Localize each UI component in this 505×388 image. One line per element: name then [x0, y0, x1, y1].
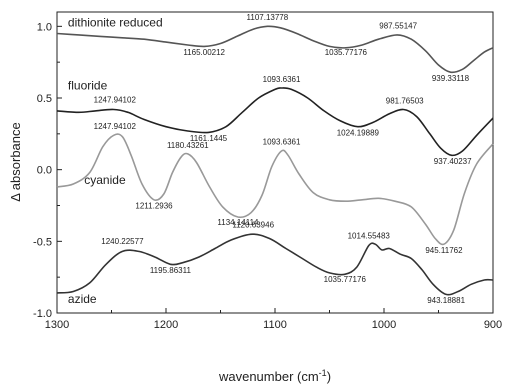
peak-annotation: 937.40237 — [434, 157, 472, 166]
peak-annotation: 1093.6361 — [263, 75, 301, 84]
y-tick-label: 0.0 — [37, 165, 52, 177]
peak-annotation: 1247.94102 — [94, 122, 137, 131]
x-axis-title-main: wavenumber (cm — [218, 369, 319, 384]
peak-annotation: 1211.2936 — [135, 201, 173, 210]
x-tick-label: 1000 — [372, 319, 396, 331]
peak-annotation: 945.11762 — [425, 246, 463, 255]
peak-annotation: 1024.19889 — [337, 128, 380, 137]
x-tick-label: 1300 — [45, 319, 69, 331]
y-axis-title: Δ absorbance — [8, 122, 23, 202]
series-line-cyanide — [56, 133, 494, 246]
series-line-azide — [56, 233, 494, 296]
y-tick-label: -0.5 — [33, 236, 52, 248]
peak-annotation: 1165.00212 — [183, 48, 225, 57]
peak-annotation: 1134.14114 — [217, 218, 259, 227]
peak-annotation: 939.33118 — [432, 74, 470, 83]
peak-annotation: 1180.43261 — [167, 141, 209, 150]
series-label: azide — [68, 292, 97, 306]
y-tick-label: -1.0 — [33, 308, 52, 320]
peak-annotation: 1161.1445 — [190, 134, 228, 143]
series-label: dithionite reduced — [68, 15, 163, 29]
series-label: cyanide — [84, 173, 126, 187]
peak-annotation: 1240.22577 — [101, 237, 144, 246]
series-label: fluoride — [68, 78, 108, 92]
peak-annotation: 1035.77176 — [325, 48, 368, 57]
series-line-fluoride — [56, 87, 494, 157]
peak-annotation: 1014.55483 — [348, 231, 391, 240]
peak-annotation: 1120.63946 — [232, 221, 274, 230]
plot-frame — [56, 11, 494, 314]
peak-annotation: 1093.6361 — [263, 138, 301, 147]
x-axis-title-end: ) — [327, 369, 331, 384]
x-axis-title: wavenumber (cm-1) — [218, 368, 331, 384]
peak-annotation: 1035.77176 — [324, 275, 367, 284]
peak-annotation: 1107.13778 — [247, 13, 289, 22]
x-tick-label: 1100 — [263, 319, 287, 331]
peak-annotation: 1195.86311 — [150, 266, 192, 275]
x-tick-label: 900 — [484, 319, 502, 331]
y-tick-label: 0.5 — [37, 93, 52, 105]
y-tick-label: 1.0 — [37, 21, 52, 33]
x-axis-title-sup: -1 — [319, 368, 327, 378]
peak-annotation: 943.18881 — [427, 296, 465, 305]
x-tick-label: 1200 — [154, 319, 178, 331]
peak-annotation: 981.76503 — [386, 97, 424, 106]
peak-annotation: 1247.94102 — [94, 95, 137, 104]
peak-annotation: 987.55147 — [379, 21, 417, 30]
series-line-dithionite-reduced — [56, 25, 494, 74]
